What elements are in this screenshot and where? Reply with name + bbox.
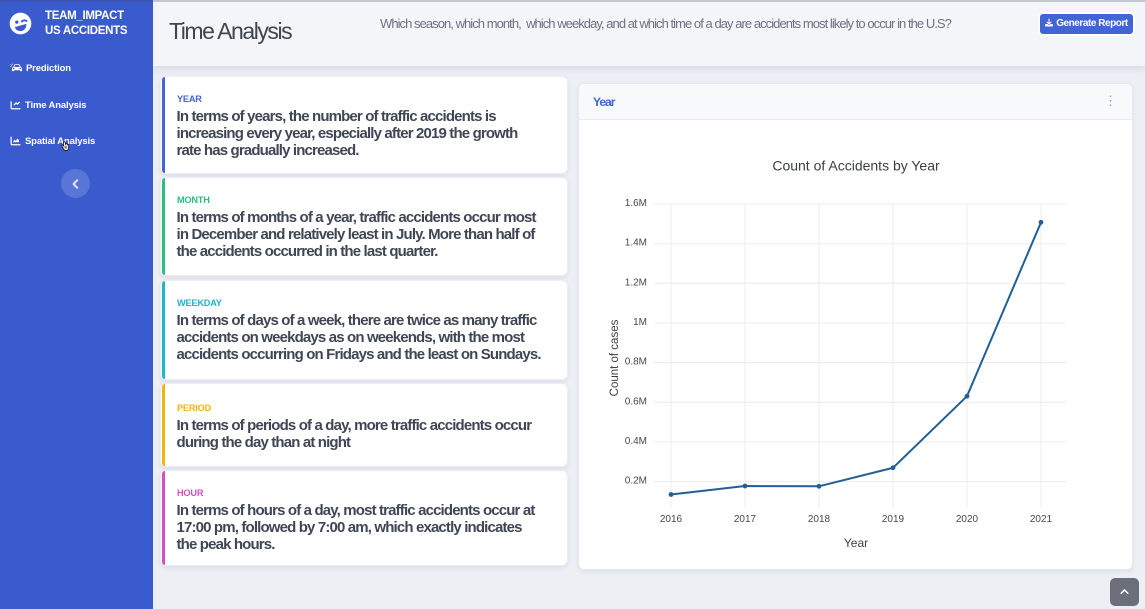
svg-text:2018: 2018: [808, 514, 831, 525]
svg-text:Count of Accidents by Year: Count of Accidents by Year: [772, 158, 940, 174]
svg-text:1.4M: 1.4M: [625, 238, 647, 249]
svg-text:0.8M: 0.8M: [625, 357, 647, 368]
svg-text:0.2M: 0.2M: [625, 476, 647, 487]
svg-text:Year: Year: [844, 536, 868, 550]
svg-text:Count of cases: Count of cases: [609, 319, 621, 396]
svg-text:2020: 2020: [956, 514, 979, 525]
svg-text:2016: 2016: [660, 514, 683, 525]
svg-text:2021: 2021: [1030, 514, 1053, 525]
svg-text:2017: 2017: [734, 514, 757, 525]
svg-text:0.4M: 0.4M: [625, 436, 647, 447]
svg-text:2019: 2019: [882, 514, 905, 525]
svg-text:0.6M: 0.6M: [625, 396, 647, 407]
svg-text:1.2M: 1.2M: [625, 277, 647, 288]
svg-text:1M: 1M: [633, 317, 647, 328]
svg-text:1.6M: 1.6M: [625, 198, 647, 209]
